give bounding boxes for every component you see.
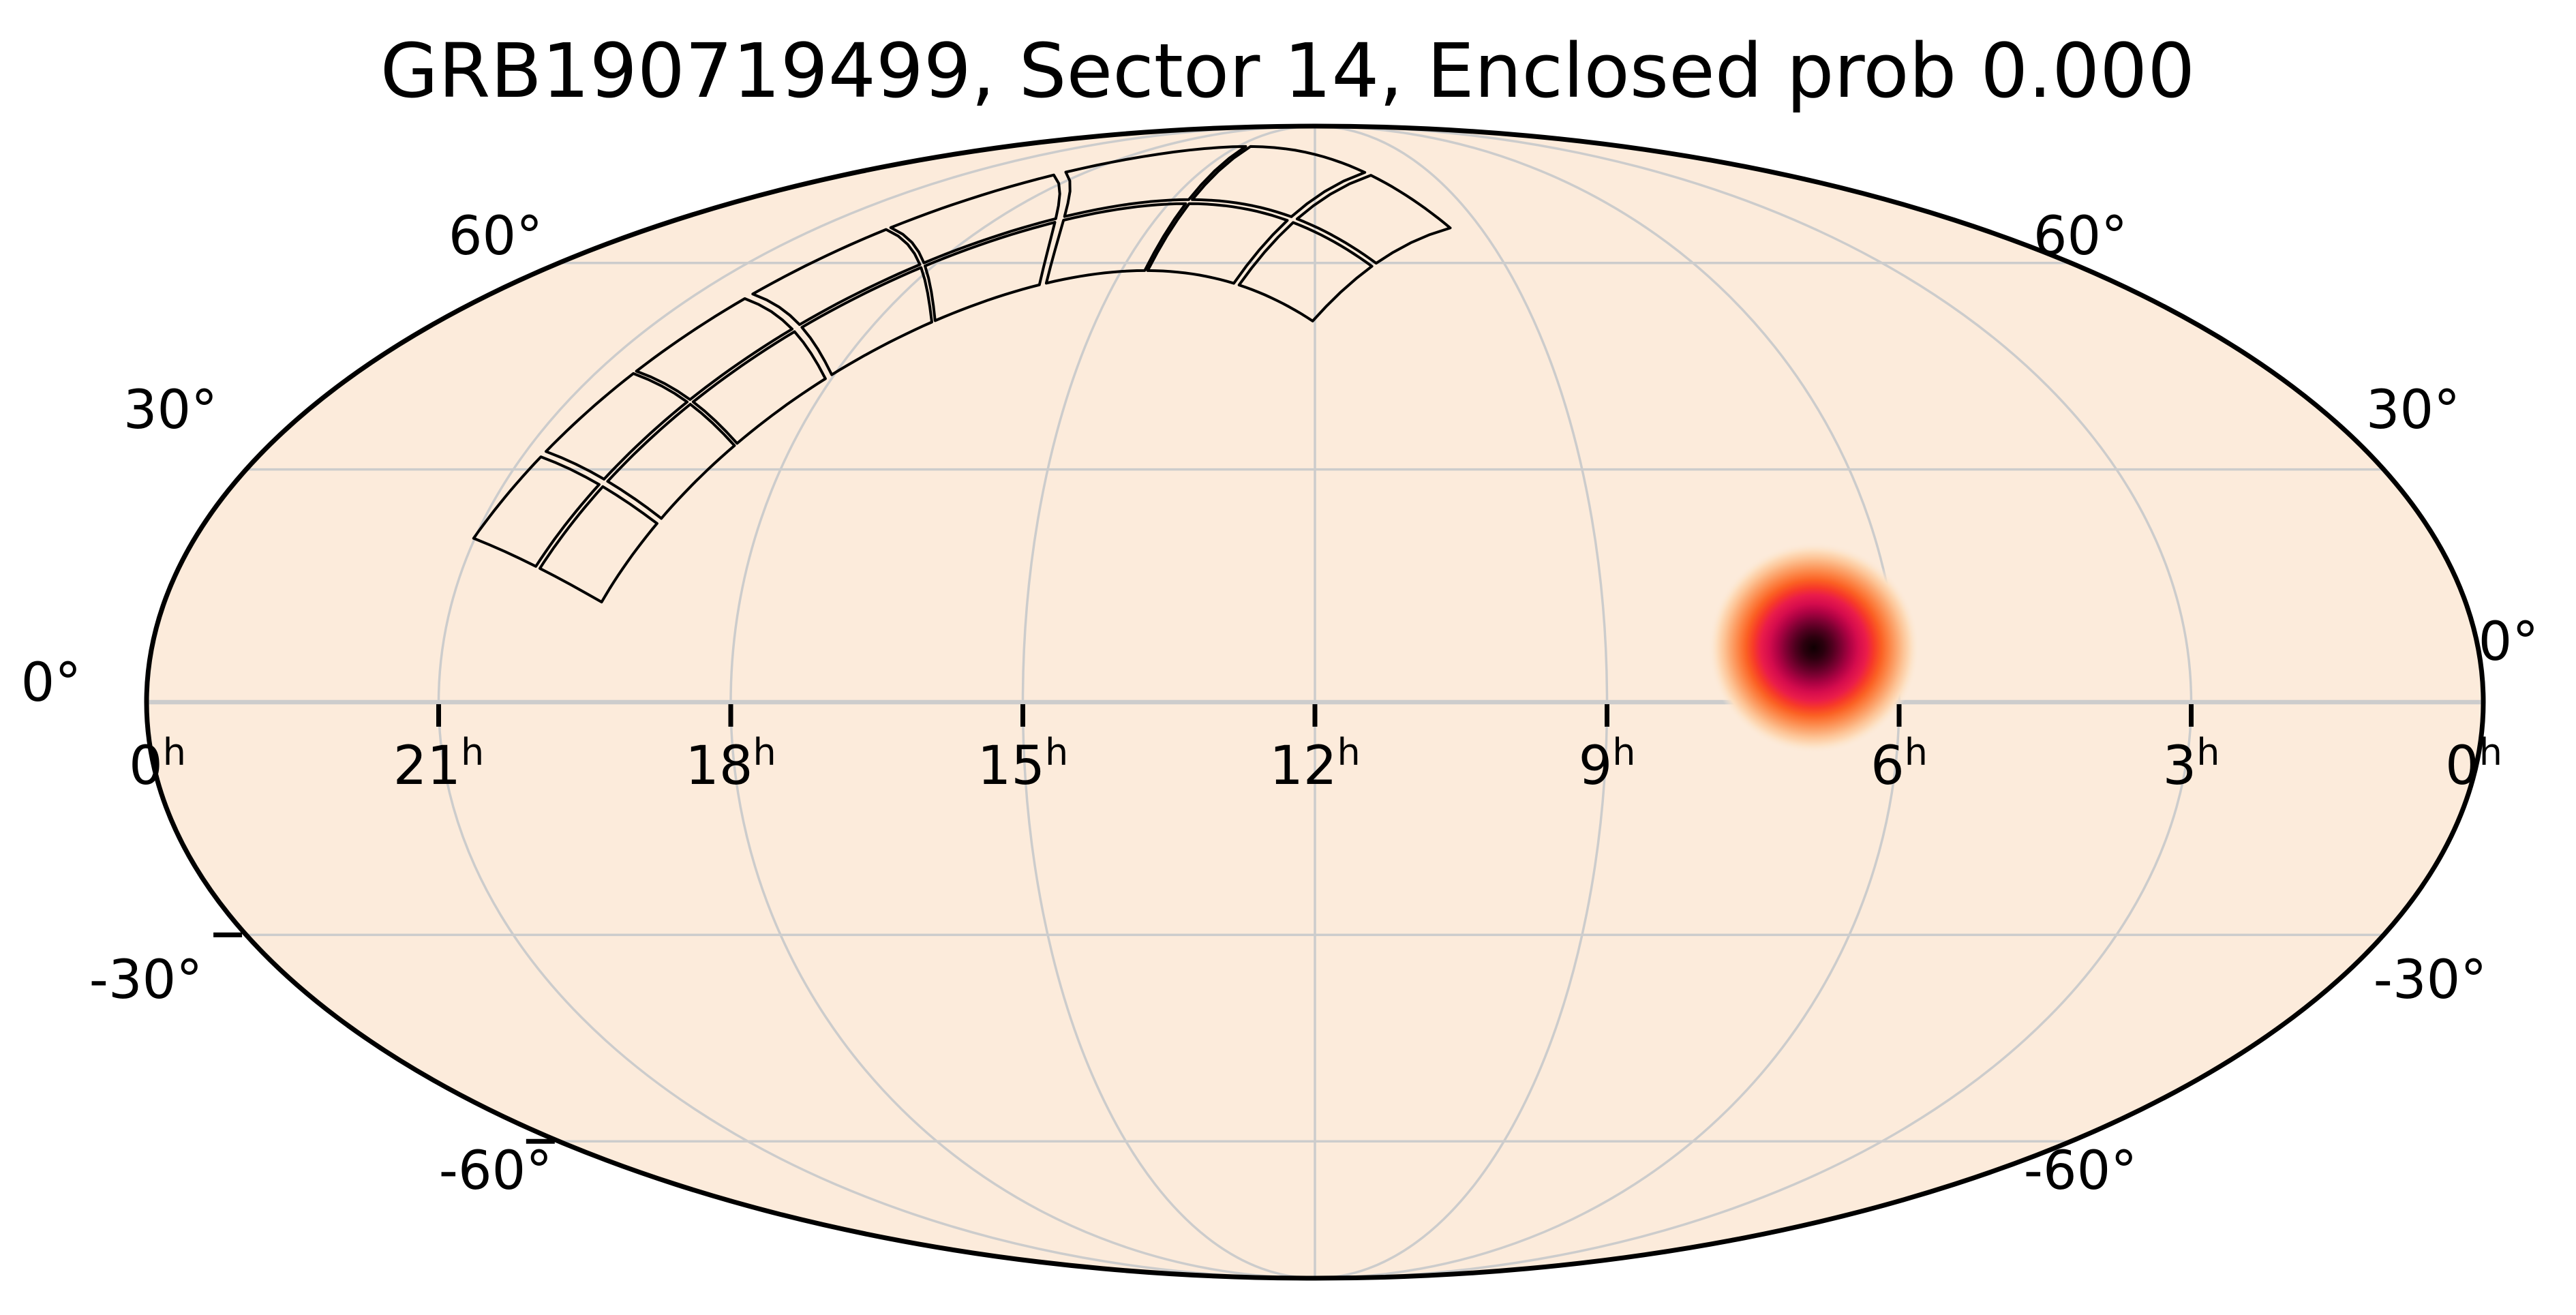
- ccd-outline: [1044, 202, 1187, 285]
- ra-tick-label: 18h: [685, 731, 776, 797]
- dec-tick-label: -30°: [89, 950, 202, 1011]
- ra-tick-label: 6h: [1870, 731, 1928, 797]
- ra-tick-label: 0h: [129, 731, 186, 797]
- dec-tick-label: -60°: [2024, 1140, 2137, 1202]
- dec-tick-label: 30°: [2366, 380, 2460, 441]
- ra-tick-label: 12h: [1269, 731, 1361, 797]
- ccd-outline: [1295, 174, 1452, 265]
- dec-tick-label: -60°: [439, 1140, 552, 1202]
- ccd-outline: [606, 403, 736, 520]
- ccd-outline: [1063, 145, 1247, 218]
- dec-tick-label: -30°: [2374, 950, 2487, 1011]
- ccd-outline: [751, 228, 922, 327]
- map-outline: [144, 123, 2486, 1281]
- probability-blob: [1708, 542, 1920, 754]
- ccd-outline: [924, 221, 1057, 322]
- ccd-outline: [800, 266, 933, 376]
- axis-labels: 0h 21h 18h 15h 12h 9h 6h 3h 0h 60° 30° 0° -30° -60° 60…: [21, 206, 2539, 1202]
- probability-localization: [1708, 542, 1920, 754]
- ra-tick-label: 21h: [393, 731, 485, 797]
- tess-footprint: [472, 145, 1452, 604]
- ccd-outline: [1191, 145, 1367, 218]
- dec-tick-label: 60°: [449, 206, 543, 267]
- ra-tick-label: 9h: [1579, 731, 1636, 797]
- ccd-outline: [539, 485, 658, 604]
- dec-tick-label: 0°: [2479, 611, 2539, 673]
- ccd-outline: [1237, 221, 1374, 322]
- ccd-outline: [472, 455, 601, 568]
- dec-tick-label: 60°: [2033, 206, 2127, 267]
- ccd-outline: [545, 372, 689, 481]
- ra-tick-label: 3h: [2163, 731, 2220, 797]
- ccd-outline: [635, 297, 794, 402]
- chart-title: GRB190719499, Sector 14, Enclosed prob 0…: [380, 27, 2195, 115]
- ra-tick-label: 0h: [2445, 731, 2502, 797]
- ccd-outline: [691, 330, 827, 445]
- axis-ticks: [213, 704, 2194, 1144]
- dec-tick-label: 0°: [21, 652, 82, 714]
- map-outline: [144, 123, 2486, 1281]
- ccd-outline: [1146, 202, 1289, 285]
- ra-tick-label: 15h: [978, 731, 1069, 797]
- dec-tick-label: 30°: [123, 380, 217, 441]
- ccd-outline: [889, 173, 1061, 264]
